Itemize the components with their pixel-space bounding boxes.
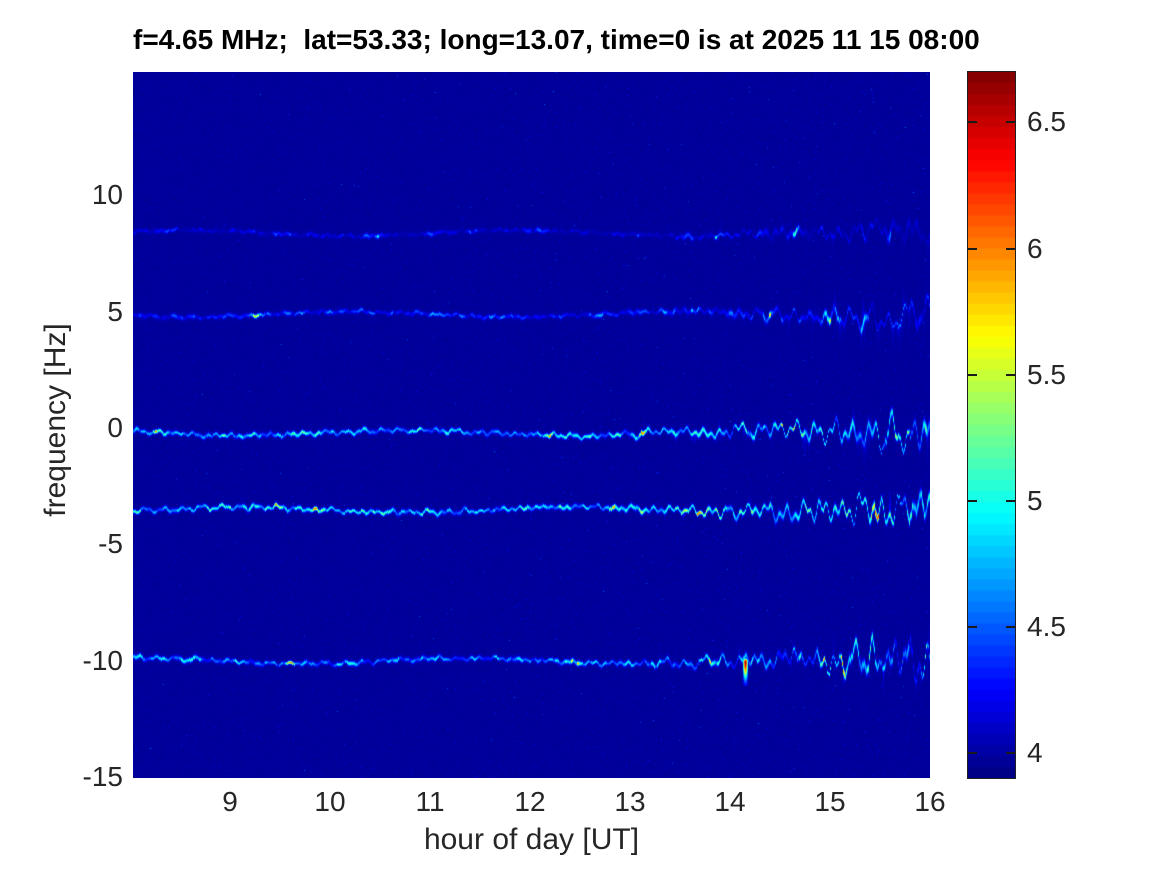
- x-tick-label: 16: [914, 786, 946, 817]
- colorbar-tick-mark: [968, 499, 977, 502]
- colorbar-tick-label: 5.5: [1027, 358, 1066, 390]
- colorbar-tick-mark: [968, 247, 977, 250]
- colorbar-tick-mark: [968, 373, 977, 376]
- plot-title: f=4.65 MHz; lat=53.33; long=13.07, time=…: [133, 24, 980, 55]
- colorbar-tick-label: 5: [1027, 484, 1043, 516]
- colorbar-tick-mark: [968, 625, 977, 628]
- colorbar-tick-mark: [968, 121, 977, 124]
- colorbar-tick-mark: [1006, 625, 1015, 628]
- colorbar-tick-label: 6.5: [1027, 106, 1066, 138]
- colorbar-tick-label: 4: [1027, 736, 1043, 768]
- spectrogram-canvas: [133, 72, 930, 778]
- colorbar-tick-mark: [968, 751, 977, 754]
- x-tick-label: 9: [222, 786, 238, 817]
- y-tick-label: -10: [82, 644, 123, 676]
- x-tick-label: 13: [614, 786, 646, 817]
- colorbar-tick-mark: [1006, 247, 1015, 250]
- y-tick-label: 0: [107, 411, 123, 443]
- colorbar-tick-mark: [1006, 751, 1015, 754]
- colorbar-tick-mark: [1006, 373, 1015, 376]
- x-tick-label: 14: [714, 786, 746, 817]
- y-tick-label: 10: [91, 179, 123, 211]
- x-tick-label: 12: [514, 786, 546, 817]
- colorbar-tick-label: 4.5: [1027, 610, 1066, 642]
- x-tick-label: 15: [814, 786, 846, 817]
- x-tick-label: 11: [415, 786, 445, 817]
- colorbar-tick-mark: [1006, 121, 1015, 124]
- colorbar-tick-mark: [1006, 499, 1015, 502]
- y-tick-label: -5: [98, 528, 123, 560]
- colorbar-tick-label: 6: [1027, 232, 1043, 264]
- x-axis-label: hour of day [UT]: [423, 823, 640, 856]
- x-tick-label: 10: [314, 786, 346, 817]
- y-tick-label: 5: [107, 295, 123, 327]
- y-tick-label: -15: [82, 760, 123, 792]
- colorbar-canvas: [967, 71, 1016, 779]
